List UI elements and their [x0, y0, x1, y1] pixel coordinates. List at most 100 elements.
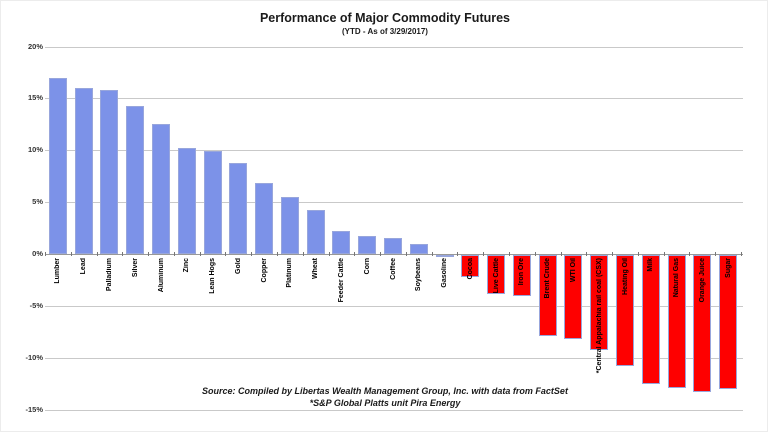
category-label-gasoline: Gasoline: [441, 258, 449, 288]
category-label-wheat: Wheat: [312, 258, 320, 279]
chart-subtitle: (YTD - As of 3/29/2017): [342, 27, 428, 36]
y-axis-label-5: 5%: [32, 197, 43, 207]
axis-tick: [354, 252, 356, 256]
gridline-0: [45, 254, 743, 255]
axis-tick: [612, 252, 614, 256]
y-axis-label-0: 0%: [32, 249, 43, 258]
category-label-sugar: Sugar: [724, 258, 732, 278]
category-label-iron-ore: Iron Ore: [518, 258, 526, 286]
axis-tick: [509, 252, 510, 256]
gridline-15: [45, 98, 743, 100]
category-label-heating-oil: Heating Oil: [621, 258, 629, 295]
bar-gold: [229, 162, 248, 254]
axis-tick: [122, 252, 124, 256]
axis-tick: [431, 252, 433, 256]
bar-brent-crude: [538, 255, 557, 336]
bar-palladium: [100, 90, 119, 254]
gridline-20: [45, 46, 743, 48]
bar-wti-oil: [564, 255, 583, 339]
category-label-soybeans: Soybeans: [415, 258, 423, 292]
bar-natural-gas: [667, 255, 686, 388]
bar-sugar: [719, 255, 738, 389]
axis-tick: [483, 252, 485, 256]
chart-title: Performance of Major Commodity Futures: [259, 11, 511, 25]
category-label-coffee: Coffee: [389, 258, 397, 280]
source-text: Source: Compiled by Libertas Wealth Mana…: [202, 386, 568, 396]
bar-coffee: [384, 238, 402, 254]
axis-tick: [405, 252, 407, 256]
category-label-milk: Milk: [647, 258, 655, 272]
y-axis-label--10: -10%: [25, 352, 43, 362]
bar-silver: [126, 105, 145, 254]
category-label-natural-gas: Natural Gas: [673, 258, 681, 298]
axis-tick: [199, 252, 201, 256]
bar-zinc: [177, 148, 196, 254]
category-label-wti-oil: WTI Oil: [569, 258, 577, 283]
bar-lead: [74, 88, 93, 254]
bar-aluminum: [152, 124, 170, 254]
category-label-gold: Gold: [234, 258, 242, 274]
bar-platinum: [280, 196, 299, 254]
bar-live-cattle: [487, 255, 506, 295]
category-label-lead: Lead: [80, 258, 88, 275]
gridline-5: [45, 202, 743, 204]
axis-tick: [148, 252, 150, 256]
bar-copper: [255, 183, 274, 254]
bar-orange-juice: [693, 255, 712, 392]
axis-tick: [225, 252, 227, 256]
bar-lumber: [48, 77, 67, 254]
category-label-lumber: Lumber: [54, 258, 62, 284]
axis-tick: [251, 252, 253, 256]
y-axis-label--15: -15%: [25, 404, 43, 414]
bar-corn: [358, 236, 377, 254]
axis-tick: [457, 252, 459, 256]
category-label-aluminum: Aluminum: [157, 258, 165, 293]
category-label-feeder-cattle: Feeder Cattle: [337, 258, 345, 303]
bar-wheat: [306, 210, 325, 254]
category-label-cocoa: Cocoa: [466, 258, 474, 280]
axis-tick: [380, 252, 382, 256]
bar-soybeans: [409, 243, 428, 254]
bar-feeder-cattle: [332, 231, 351, 254]
gridline--5: [45, 305, 743, 307]
axis-tick: [560, 252, 562, 256]
axis-tick: [663, 252, 665, 256]
axis-tick: [45, 252, 46, 256]
bar-cocoa: [461, 255, 480, 277]
gridline--10: [45, 357, 743, 359]
axis-tick: [277, 252, 278, 256]
y-axis-label-15: 15%: [27, 93, 43, 103]
category-label-central-appalachia-rail-coal-csx: *Central Appalachia rail coal (CSX): [595, 258, 603, 374]
category-label-silver: Silver: [131, 258, 139, 278]
category-label-copper: Copper: [260, 258, 268, 283]
category-label-brent-crude: Brent Crude: [544, 258, 552, 299]
bar-lean-hogs: [203, 151, 222, 254]
axis-tick: [689, 252, 691, 256]
bar-milk: [641, 255, 660, 384]
axis-tick: [328, 252, 330, 256]
axis-tick: [586, 252, 588, 256]
category-label-corn: Corn: [363, 258, 371, 275]
axis-tick: [70, 252, 72, 256]
gridline-10: [45, 150, 743, 152]
category-label-palladium: Palladium: [105, 258, 113, 292]
bar-iron-ore: [512, 255, 531, 297]
axis-tick: [534, 252, 536, 256]
axis-tick: [96, 252, 98, 256]
gridline--15: [45, 409, 743, 411]
bar-central-appalachia-rail-coal-csx: [590, 255, 609, 351]
axis-tick: [173, 252, 175, 256]
y-axis-label--5: -5%: [29, 300, 43, 310]
category-label-platinum: Platinum: [286, 258, 294, 288]
axis-tick: [741, 252, 742, 256]
category-label-orange-juice: Orange Juice: [698, 258, 706, 303]
axis-tick: [715, 252, 717, 256]
category-label-zinc: Zinc: [183, 258, 191, 273]
y-axis-label-20: 20%: [27, 41, 43, 51]
axis-tick: [637, 252, 639, 256]
category-label-live-cattle: Live Cattle: [492, 258, 500, 294]
category-label-lean-hogs: Lean Hogs: [209, 258, 217, 294]
axis-tick: [302, 252, 304, 256]
y-axis-label-10: 10%: [27, 145, 43, 155]
